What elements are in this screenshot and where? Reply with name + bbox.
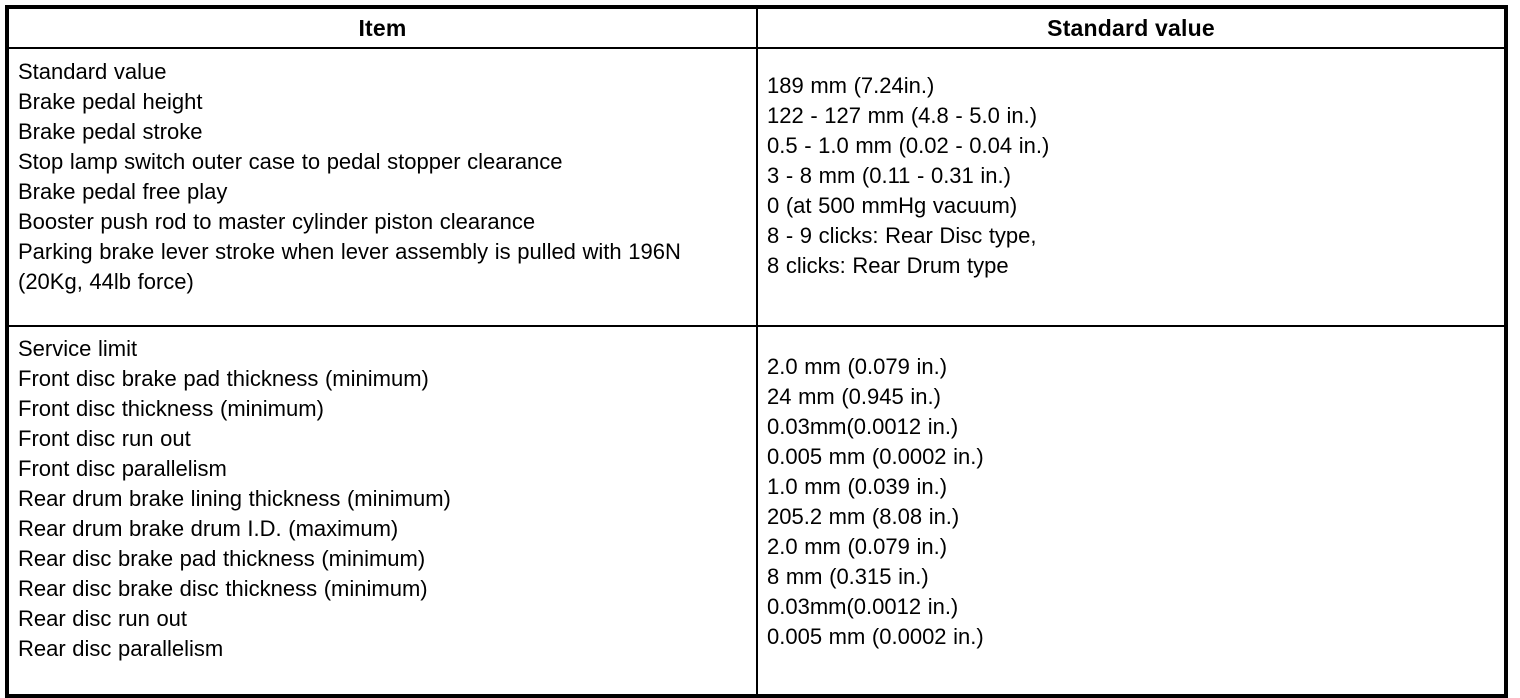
cell-line: Rear disc brake disc thickness (minimum): [18, 576, 428, 601]
value-list-service-limit: 2.0 mm (0.079 in.) 24 mm (0.945 in.) 0.03m…: [767, 352, 1494, 652]
cell-line: Brake pedal free play: [18, 179, 228, 204]
item-cell-standard-value: Standard value Brake pedal height Brake pe…: [6, 47, 758, 327]
cell-line: 0.005 mm (0.0002 in.): [767, 624, 984, 649]
cell-line: 3 - 8 mm (0.11 - 0.31 in.): [767, 163, 1011, 188]
cell-line: Front disc run out: [18, 426, 191, 451]
cell-line: 0 (at 500 mmHg vacuum): [767, 193, 1018, 218]
column-header-item: Item: [6, 6, 758, 49]
cell-line: Standard value: [18, 59, 167, 84]
cell-line: 8 clicks: Rear Drum type: [767, 253, 1009, 278]
item-cell-service-limit: Service limit Front disc brake pad thickn…: [6, 325, 758, 697]
cell-line: 122 - 127 mm (4.8 - 5.0 in.): [767, 103, 1038, 128]
cell-line: Rear disc brake pad thickness (minimum): [18, 546, 426, 571]
cell-line: Stop lamp switch outer case to pedal sto…: [18, 149, 563, 174]
value-list-standard-value: 189 mm (7.24in.) 122 - 127 mm (4.8 - 5.0 …: [767, 71, 1494, 281]
cell-line: Rear disc parallelism: [18, 636, 224, 661]
value-cell-service-limit: 2.0 mm (0.079 in.) 24 mm (0.945 in.) 0.03m…: [756, 325, 1507, 697]
item-list-service-limit: Service limit Front disc brake pad thickn…: [18, 334, 696, 664]
cell-line: 24 mm (0.945 in.): [767, 384, 941, 409]
cell-line: 1.0 mm (0.039 in.): [767, 474, 948, 499]
cell-line: 8 mm (0.315 in.): [767, 564, 929, 589]
cell-line: 2.0 mm (0.079 in.): [767, 534, 948, 559]
cell-line: Service limit: [18, 336, 138, 361]
cell-line: 205.2 mm (8.08 in.): [767, 504, 960, 529]
cell-line: 8 - 9 clicks: Rear Disc type,: [767, 223, 1037, 248]
table-row-service-limit: Service limit Front disc brake pad thickn…: [6, 325, 1507, 697]
item-list-standard-value: Standard value Brake pedal height Brake pe…: [18, 57, 696, 297]
cell-line: Front disc brake pad thickness (minimum): [18, 366, 429, 391]
cell-line: 0.005 mm (0.0002 in.): [767, 444, 984, 469]
cell-line: Rear disc run out: [18, 606, 188, 631]
brake-specifications-table: Item Standard value Standard value Brake …: [5, 5, 1508, 698]
table-row-standard-value: Standard value Brake pedal height Brake pe…: [6, 47, 1507, 327]
cell-line: Booster push rod to master cylinder pist…: [18, 209, 536, 234]
cell-line: Parking brake lever stroke when lever as…: [18, 239, 681, 294]
cell-line: Front disc thickness (minimum): [18, 396, 324, 421]
cell-line: Brake pedal stroke: [18, 119, 203, 144]
column-header-standard-value: Standard value: [756, 6, 1507, 49]
cell-line: 0.03mm(0.0012 in.): [767, 414, 959, 439]
table-header-row: Item Standard value: [6, 6, 1507, 49]
cell-line: 2.0 mm (0.079 in.): [767, 354, 948, 379]
document-page: Item Standard value Standard value Brake …: [5, 5, 1508, 698]
value-cell-standard-value: 189 mm (7.24in.) 122 - 127 mm (4.8 - 5.0 …: [756, 47, 1507, 327]
cell-line: Front disc parallelism: [18, 456, 227, 481]
cell-line: 0.5 - 1.0 mm (0.02 - 0.04 in.): [767, 133, 1050, 158]
cell-line: 0.03mm(0.0012 in.): [767, 594, 959, 619]
cell-line: Rear drum brake drum I.D. (maximum): [18, 516, 399, 541]
cell-line: 189 mm (7.24in.): [767, 73, 935, 98]
cell-line: Rear drum brake lining thickness (minimu…: [18, 486, 451, 511]
cell-line: Brake pedal height: [18, 89, 203, 114]
